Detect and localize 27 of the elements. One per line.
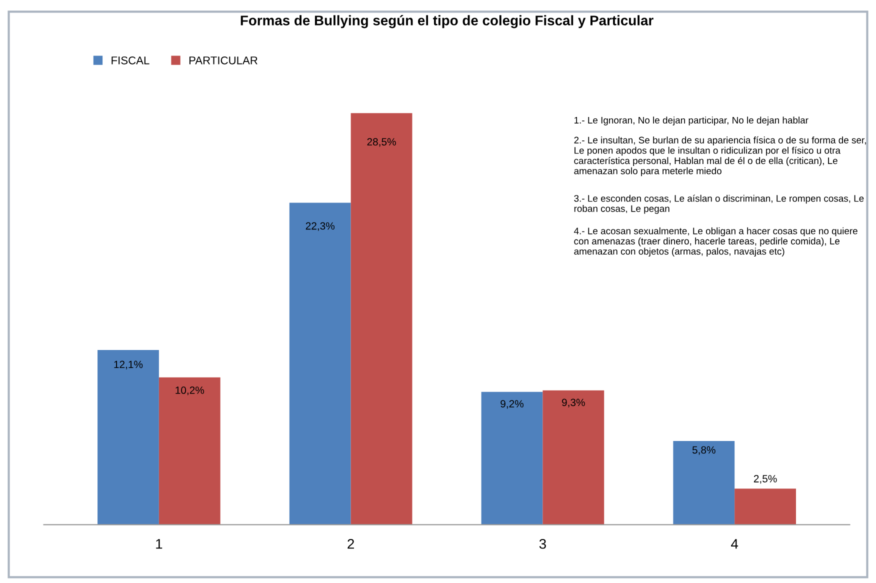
x-tick-label: 1 bbox=[156, 539, 162, 549]
bar bbox=[289, 202, 351, 525]
data-label: 10,2% bbox=[176, 386, 204, 396]
data-label: 9,3% bbox=[562, 398, 585, 408]
x-tick-label: 3 bbox=[539, 538, 546, 549]
bar bbox=[158, 377, 220, 525]
data-label: 22,3% bbox=[306, 222, 335, 231]
x-tick-label: 2 bbox=[348, 538, 354, 549]
data-label: 5,8% bbox=[692, 446, 716, 455]
bar bbox=[350, 113, 412, 525]
data-label: 9,2% bbox=[500, 400, 524, 409]
bar bbox=[673, 440, 735, 525]
annotation: 1.- Le Ignoran, No le dejan participar, No le dejan hablar bbox=[574, 116, 808, 126]
bar bbox=[481, 392, 543, 525]
data-label: 28,5% bbox=[367, 138, 396, 147]
legend-label: FISCAL bbox=[112, 56, 150, 64]
annotation: 2.- Le insultan, Se burlan de su apariencia física o de su forma de ser, Le ponen apodos que le insultan o ridiculizan por el físico u otra característica personal, Hablan mal de él o de ella (critican), Le amenazan solo para meterle miedo bbox=[574, 136, 866, 176]
data-label: 2,5% bbox=[754, 475, 777, 484]
data-label: 12,1% bbox=[114, 360, 143, 370]
bar bbox=[542, 390, 604, 525]
chart-title: Formas de Bullying según el tipo de colegio Fiscal y Particular bbox=[240, 15, 654, 28]
legend-label: PARTICULAR bbox=[189, 56, 258, 64]
bar bbox=[98, 350, 159, 525]
bar bbox=[734, 488, 796, 525]
x-tick-label: 4 bbox=[731, 539, 738, 549]
annotation: 4.- Le acosan sexualmente, Le obligan a hacer cosas que no quiere con amenazas (traer dinero, hacerle tareas, pedirle comida), Le amenazan con objetos (armas, palos, navajas etc) bbox=[574, 227, 858, 257]
annotation: 3.- Le esconden cosas, Le aíslan o discriminan, Le rompen cosas, Le roban cosas, Le pegan bbox=[574, 194, 864, 214]
